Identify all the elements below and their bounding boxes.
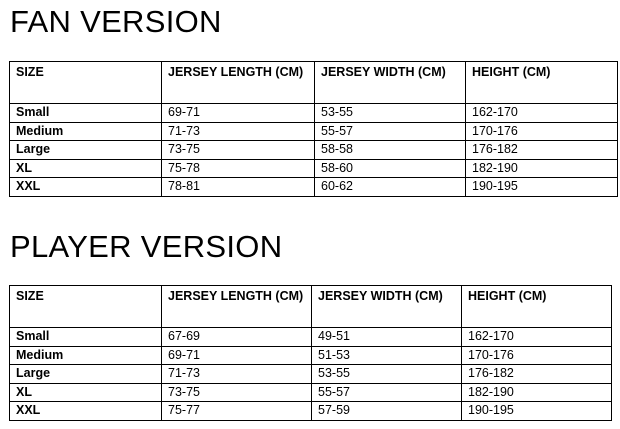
cell-height: 190-195: [461, 401, 612, 421]
table-row: Small 67-69 49-51 162-170: [9, 327, 612, 347]
cell-jersey-width: 57-59: [311, 401, 462, 421]
cell-jersey-length: 78-81: [161, 177, 315, 197]
cell-size: XL: [9, 158, 162, 178]
table-row: Large 73-75 58-58 176-182: [9, 140, 618, 160]
cell-height: 162-170: [461, 327, 612, 347]
cell-jersey-width: 58-60: [314, 158, 466, 178]
cell-jersey-length: 75-77: [161, 401, 312, 421]
cell-height: 182-190: [461, 382, 612, 402]
cell-jersey-length: 73-75: [161, 382, 312, 402]
table-row: Small 69-71 53-55 162-170: [9, 103, 618, 123]
cell-height: 182-190: [465, 158, 618, 178]
cell-height: 170-176: [465, 121, 618, 141]
cell-size: Large: [9, 140, 162, 160]
cell-size: Small: [9, 103, 162, 123]
player-version-heading: PLAYER VERSION: [10, 229, 283, 264]
cell-height: 176-182: [465, 140, 618, 160]
cell-jersey-length: 75-78: [161, 158, 315, 178]
cell-height: 176-182: [461, 364, 612, 384]
cell-jersey-width: 53-55: [311, 364, 462, 384]
table-row: Medium 69-71 51-53 170-176: [9, 345, 612, 365]
header-jersey-length: JERSEY LENGTH (CM): [161, 285, 312, 328]
header-jersey-length: JERSEY LENGTH (CM): [161, 61, 315, 104]
cell-size: XL: [9, 382, 162, 402]
header-size: SIZE: [9, 285, 162, 328]
header-jersey-width: JERSEY WIDTH (CM): [314, 61, 466, 104]
cell-size: XXL: [9, 177, 162, 197]
header-height: HEIGHT (CM): [461, 285, 612, 328]
cell-size: Medium: [9, 121, 162, 141]
cell-jersey-length: 69-71: [161, 103, 315, 123]
cell-height: 170-176: [461, 345, 612, 365]
cell-jersey-width: 55-57: [314, 121, 466, 141]
cell-jersey-width: 49-51: [311, 327, 462, 347]
cell-height: 190-195: [465, 177, 618, 197]
cell-jersey-length: 71-73: [161, 121, 315, 141]
cell-jersey-width: 58-58: [314, 140, 466, 160]
cell-jersey-length: 67-69: [161, 327, 312, 347]
table-row: XL 75-78 58-60 182-190: [9, 158, 618, 178]
header-size: SIZE: [9, 61, 162, 104]
cell-height: 162-170: [465, 103, 618, 123]
table-row: Large 71-73 53-55 176-182: [9, 364, 612, 384]
cell-jersey-width: 60-62: [314, 177, 466, 197]
cell-jersey-length: 69-71: [161, 345, 312, 365]
table-row: XXL 75-77 57-59 190-195: [9, 401, 612, 421]
cell-jersey-width: 51-53: [311, 345, 462, 365]
header-jersey-width: JERSEY WIDTH (CM): [311, 285, 462, 328]
table-row: Medium 71-73 55-57 170-176: [9, 121, 618, 141]
cell-size: Small: [9, 327, 162, 347]
table-header-row: SIZE JERSEY LENGTH (CM) JERSEY WIDTH (CM…: [9, 61, 618, 104]
cell-jersey-length: 71-73: [161, 364, 312, 384]
table-row: XXL 78-81 60-62 190-195: [9, 177, 618, 197]
cell-jersey-width: 53-55: [314, 103, 466, 123]
table-row: XL 73-75 55-57 182-190: [9, 382, 612, 402]
cell-size: Large: [9, 364, 162, 384]
cell-size: XXL: [9, 401, 162, 421]
header-height: HEIGHT (CM): [465, 61, 618, 104]
player-size-table: SIZE JERSEY LENGTH (CM) JERSEY WIDTH (CM…: [9, 285, 612, 421]
cell-jersey-width: 55-57: [311, 382, 462, 402]
fan-size-table: SIZE JERSEY LENGTH (CM) JERSEY WIDTH (CM…: [9, 61, 618, 197]
table-header-row: SIZE JERSEY LENGTH (CM) JERSEY WIDTH (CM…: [9, 285, 612, 328]
cell-size: Medium: [9, 345, 162, 365]
fan-version-heading: FAN VERSION: [10, 4, 222, 39]
cell-jersey-length: 73-75: [161, 140, 315, 160]
